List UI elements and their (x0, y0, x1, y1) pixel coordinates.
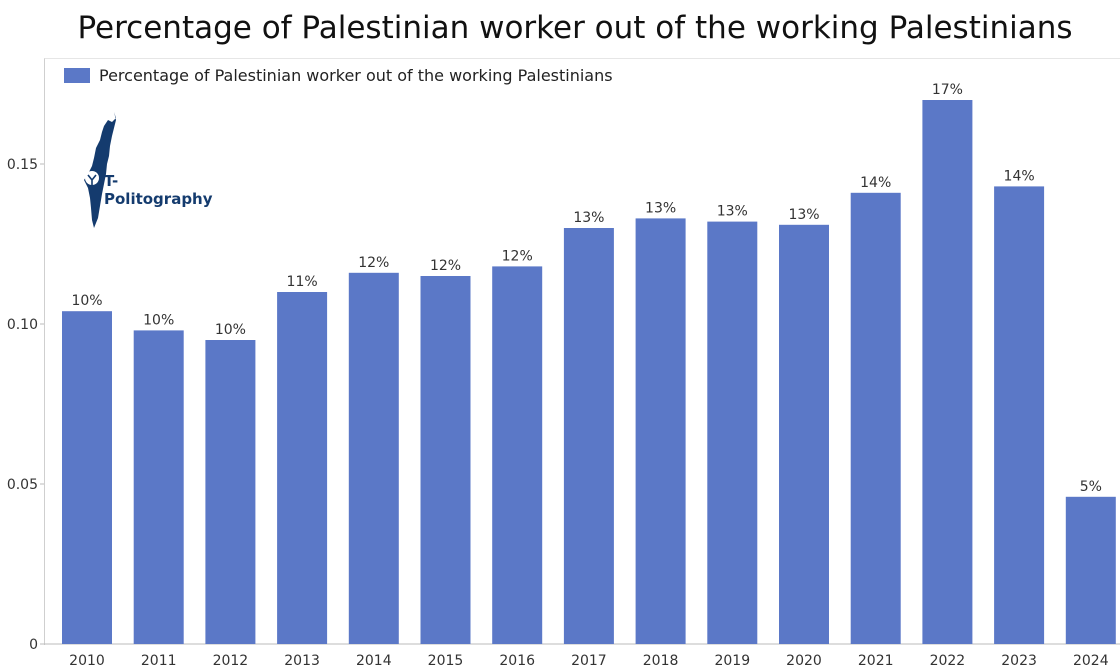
bar-2010 (62, 311, 112, 644)
data-label-2013: 11% (287, 274, 318, 290)
data-label-2016: 12% (502, 248, 533, 264)
x-tick-label-2016: 2016 (499, 653, 535, 669)
x-tick-label-2020: 2020 (786, 653, 822, 669)
y-tick-label: 0.05 (7, 477, 38, 493)
bar-2020 (779, 224, 829, 645)
y-tick-label: 0.15 (7, 157, 38, 173)
plot-area (44, 58, 1120, 645)
data-label-2015: 12% (430, 258, 461, 274)
data-label-2014: 12% (358, 255, 389, 271)
y-tick-label: 0.10 (7, 317, 38, 333)
legend-label: Percentage of Palestinian worker out of … (99, 65, 613, 85)
bar-2019 (707, 221, 758, 644)
x-tick-label-2015: 2015 (428, 653, 464, 669)
x-tick-label-2019: 2019 (714, 653, 750, 669)
data-label-2020: 13% (788, 207, 819, 223)
bar-2012 (205, 340, 256, 644)
data-label-2019: 13% (717, 204, 748, 220)
watermark-logo: T-Politography (74, 108, 224, 232)
legend-swatch (64, 67, 90, 83)
x-tick-label-2013: 2013 (284, 653, 320, 669)
x-tick-label-2017: 2017 (571, 653, 607, 669)
bar-2016 (492, 266, 543, 644)
bar-2014 (348, 272, 399, 644)
x-tick-label-2011: 2011 (141, 653, 177, 669)
x-tick-label-2023: 2023 (1001, 653, 1037, 669)
bar-2018 (635, 218, 686, 644)
bar-2011 (133, 330, 184, 644)
bar-2023 (994, 186, 1045, 644)
x-tick-label-2010: 2010 (69, 653, 105, 669)
y-tick-label: 0 (29, 637, 38, 653)
x-tick-label-2021: 2021 (858, 653, 894, 669)
x-tick-label-2012: 2012 (213, 653, 249, 669)
bar-2021 (850, 192, 901, 645)
x-tick-label-2024: 2024 (1073, 653, 1109, 669)
x-tick-label-2018: 2018 (643, 653, 679, 669)
bar-2022 (922, 100, 973, 644)
data-label-2012: 10% (215, 322, 246, 338)
data-label-2023: 14% (1004, 168, 1035, 184)
bar-2024 (1065, 496, 1116, 644)
data-label-2024: 5% (1080, 479, 1102, 495)
chart-title: Percentage of Palestinian worker out of … (77, 10, 1073, 46)
bar-2013 (277, 292, 328, 644)
map-icon (84, 112, 116, 228)
bar-2015 (420, 276, 471, 644)
x-tick-label-2014: 2014 (356, 653, 392, 669)
data-label-2018: 13% (645, 200, 676, 216)
data-label-2022: 17% (932, 82, 963, 98)
x-tick-label-2022: 2022 (930, 653, 966, 669)
data-label-2011: 10% (143, 312, 174, 328)
data-label-2010: 10% (71, 293, 102, 309)
legend: Percentage of Palestinian worker out of … (64, 65, 613, 85)
bar-2017 (563, 228, 614, 644)
data-label-2021: 14% (860, 175, 891, 191)
watermark-text: T-Politography (104, 172, 213, 208)
data-label-2017: 13% (573, 210, 604, 226)
